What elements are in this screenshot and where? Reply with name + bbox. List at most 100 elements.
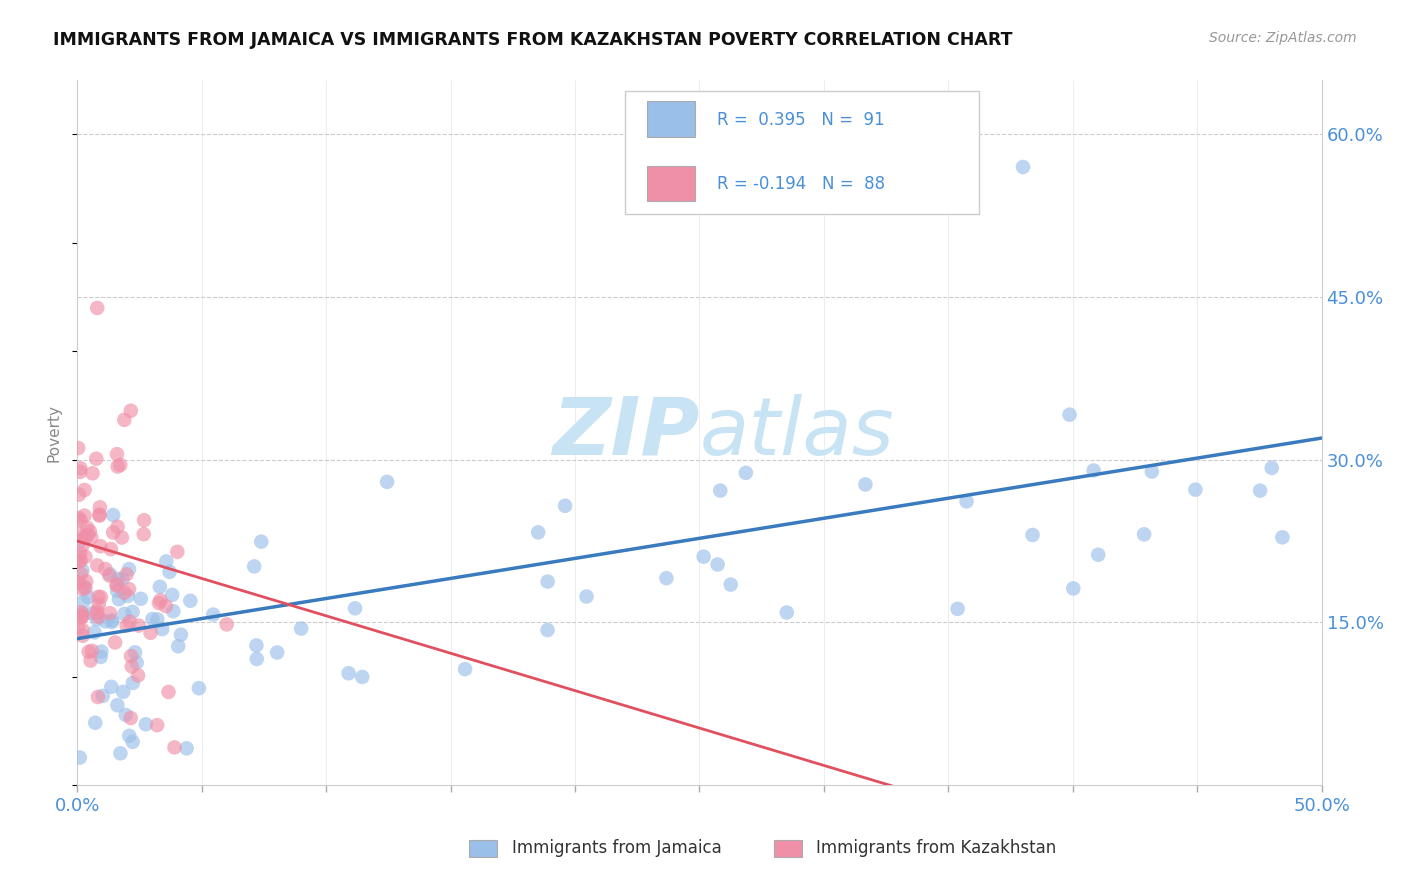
Point [148,596,170,610]
Point [70,608,93,623]
Point [83,625,105,640]
Point [75,581,97,595]
Point [120,404,142,418]
Point [98,568,121,582]
Point [1249,483,1271,498]
Point [375,475,398,489]
Point [70,582,93,596]
Point [84,715,107,730]
Point [720,577,742,591]
Point [120,649,142,664]
Point [1184,483,1206,497]
Point [129,591,152,606]
Point [75,549,97,564]
Point [1271,530,1294,544]
Point [100,542,122,557]
Point [87,598,110,612]
Point [105,583,128,598]
Point [105,447,128,461]
Point [132,527,155,541]
Point [72,609,94,624]
Point [112,607,135,621]
Point [266,645,288,659]
Point [86,604,108,618]
Point [67,575,90,590]
Point [121,735,143,749]
Point [146,718,169,732]
Point [163,740,186,755]
Point [101,613,124,627]
Point [69,534,91,549]
Point [112,413,135,427]
Point [72,564,94,578]
Point [67,511,90,525]
Point [159,565,181,579]
Point [98,567,121,582]
Point [176,741,198,756]
Point [1021,528,1043,542]
Point [655,571,678,585]
Point [121,659,143,673]
Point [692,549,714,564]
Point [955,494,977,508]
Point [337,666,360,681]
Text: Immigrants from Jamaica: Immigrants from Jamaica [512,839,721,857]
Point [69,547,91,561]
Point [115,567,138,582]
Point [167,639,190,653]
Point [80,644,103,658]
Point [709,483,731,498]
Point [69,461,91,475]
Point [734,466,756,480]
Point [72,623,94,637]
FancyBboxPatch shape [775,840,801,857]
Point [170,628,193,642]
Point [73,580,96,594]
Point [127,668,149,682]
Point [72,539,94,553]
Point [1083,464,1105,478]
Point [101,615,124,629]
Point [104,635,127,649]
FancyBboxPatch shape [647,166,695,202]
Point [101,525,124,540]
Point [75,531,97,545]
Point [112,685,135,699]
Point [91,689,114,703]
Point [67,526,90,541]
Point [90,590,112,604]
Point [89,539,111,553]
FancyBboxPatch shape [624,91,980,214]
Y-axis label: Poverty: Poverty [46,403,62,462]
Point [150,622,173,636]
Point [246,652,269,666]
Point [706,558,728,572]
Point [84,451,107,466]
Point [86,558,108,573]
Point [352,670,374,684]
Point [1140,465,1163,479]
Point [86,301,108,315]
Point [132,513,155,527]
Text: Source: ZipAtlas.com: Source: ZipAtlas.com [1209,31,1357,45]
Point [111,531,134,545]
Point [118,615,141,629]
Point [179,593,201,607]
Point [166,545,188,559]
Point [108,592,131,607]
Point [73,508,96,523]
Point [155,599,177,614]
Point [115,618,138,632]
Point [554,499,576,513]
Text: Immigrants from Kazakhstan: Immigrants from Kazakhstan [817,839,1057,857]
Point [1012,160,1035,174]
Point [89,508,111,523]
Point [98,606,121,620]
Point [110,458,132,472]
Point [117,589,139,603]
Text: IMMIGRANTS FROM JAMAICA VS IMMIGRANTS FROM KAZAKHSTAN POVERTY CORRELATION CHART: IMMIGRANTS FROM JAMAICA VS IMMIGRANTS FR… [53,31,1012,49]
Point [536,623,558,637]
Point [94,562,117,576]
Point [1059,408,1081,422]
Point [160,588,183,602]
